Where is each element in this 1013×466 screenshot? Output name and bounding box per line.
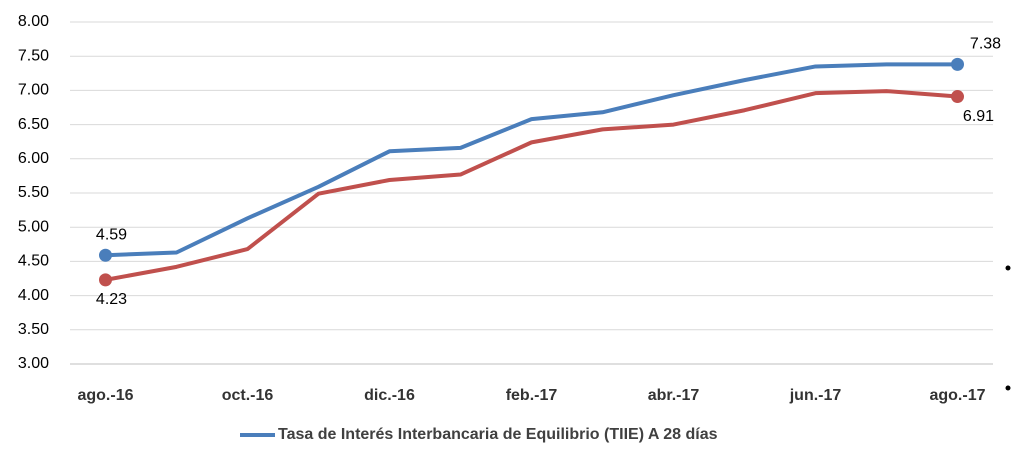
x-tick-label: ago.-16 (77, 387, 133, 404)
y-tick-label: 6.00 (18, 150, 49, 167)
legend-label: Tasa de Interés Interbancaria de Equilib… (278, 426, 718, 443)
point-marker (99, 273, 112, 287)
point-marker (99, 248, 112, 262)
x-tick-label: ago.-17 (929, 387, 985, 404)
x-tick-label: dic.-16 (364, 387, 415, 404)
y-tick-label: 8.00 (18, 13, 49, 30)
y-tick-label: 5.50 (18, 184, 49, 201)
x-tick-label: oct.-16 (222, 387, 274, 404)
data-label: 6.91 (963, 108, 994, 125)
y-tick-label: 7.00 (18, 82, 49, 99)
series-line (105, 89, 958, 282)
series-line (105, 62, 958, 258)
data-label: 7.38 (970, 36, 1001, 53)
data-label: 4.59 (96, 226, 127, 243)
point-marker (951, 90, 964, 104)
y-tick-label: 5.00 (18, 218, 49, 235)
bullet (1005, 385, 1011, 391)
y-tick-label: 3.00 (18, 355, 49, 372)
y-tick-label: 3.50 (18, 321, 49, 338)
x-tick-label: abr.-17 (648, 387, 700, 404)
y-tick-label: 6.50 (18, 116, 49, 133)
y-tick-label: 7.50 (18, 47, 49, 64)
data-label: 4.23 (96, 291, 127, 308)
bullet (1005, 265, 1011, 271)
point-marker (951, 57, 964, 71)
x-tick-label: feb.-17 (506, 387, 558, 404)
x-tick-label: jun.-17 (789, 387, 842, 404)
y-tick-label: 4.00 (18, 287, 49, 304)
y-tick-label: 4.50 (18, 253, 49, 270)
